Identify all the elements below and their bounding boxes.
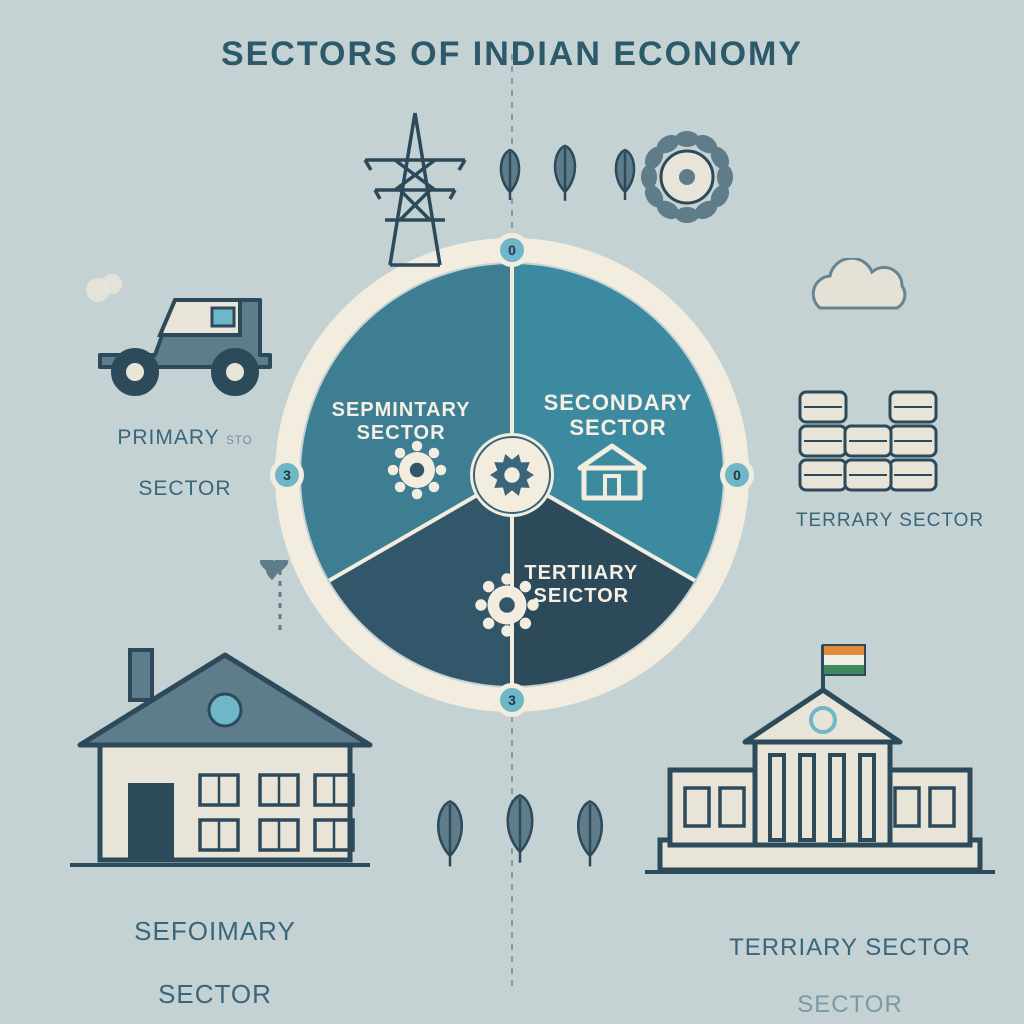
transmission-tower-icon: [350, 105, 480, 275]
label-primary-line2: SECTOR: [95, 476, 275, 501]
svg-text:0: 0: [733, 467, 741, 483]
leaves-bottom-icon: [410, 775, 630, 895]
label-sefoimary-line2: SECTOR: [85, 979, 345, 1010]
label-primary-note: STO: [226, 435, 253, 447]
barrels-icon: [790, 360, 980, 510]
cloud-icon: [795, 258, 935, 328]
slice-label-sepmintary: SEPMINTARY SECTOR: [291, 399, 511, 445]
label-sefoimary-sector: SEFOIMARY SECTOR: [85, 885, 345, 1024]
label-sefoimary-line1: SEFOIMARY: [85, 916, 345, 947]
label-primary-sector: PRIMARY STO SECTOR: [95, 400, 275, 526]
cog-badge-icon: [640, 130, 735, 225]
slice-label-tertiiary: TERTIIARY SEICTOR: [471, 562, 691, 608]
institution-icon: [640, 610, 1000, 910]
slice-label-secondary: SECONDARY SECTOR: [508, 390, 728, 441]
house-icon: [60, 610, 380, 890]
label-terriary-sector: TERRIARY SECTOR SECTOR: [700, 905, 1000, 1024]
dump-truck-icon: [80, 260, 290, 400]
leaves-top-icon: [485, 140, 655, 210]
label-terrary-sector: TERRARY SECTOR: [790, 510, 990, 533]
label-primary-line1: PRIMARY: [117, 426, 219, 449]
label-terriary-line1: TERRIARY SECTOR: [700, 934, 1000, 963]
heart-stem-left-icon: [260, 560, 300, 640]
svg-text:0: 0: [508, 242, 516, 258]
svg-text:3: 3: [283, 467, 291, 483]
svg-text:3: 3: [508, 692, 516, 708]
label-terriary-line2: SECTOR: [700, 991, 1000, 1020]
